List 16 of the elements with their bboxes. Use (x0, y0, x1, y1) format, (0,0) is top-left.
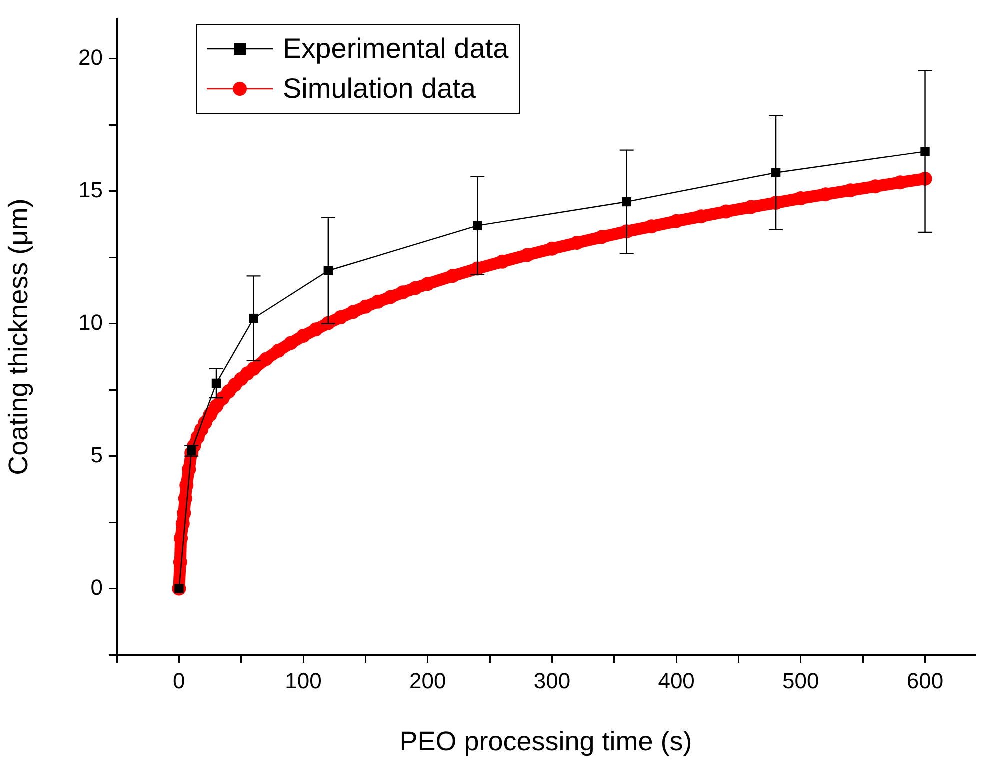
y-tick-label: 0 (90, 574, 103, 600)
legend-label: Simulation data (283, 72, 476, 106)
x-tick-label: 600 (906, 668, 944, 694)
x-axis-title: PEO processing time (s) (400, 726, 692, 756)
x-tick-label: 300 (534, 668, 571, 694)
x-tick-label: 100 (285, 668, 322, 694)
legend-label: Experimental data (283, 32, 509, 66)
x-tick-label: 500 (782, 668, 820, 694)
y-tick-label: 10 (78, 310, 103, 335)
y-tick-label: 15 (78, 177, 103, 202)
y-axis-title: Coating thickness (μm) (4, 198, 34, 476)
x-tick-label: 400 (658, 668, 695, 694)
y-tick-label: 20 (78, 45, 103, 70)
x-tick-label: 0 (173, 668, 186, 694)
x-tick-label: 200 (410, 668, 446, 694)
y-tick-label: 5 (90, 442, 103, 468)
